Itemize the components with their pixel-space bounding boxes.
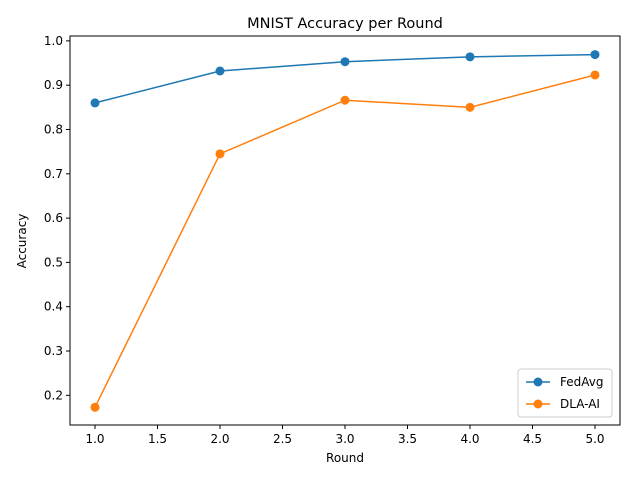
x-tick-label: 1.0 xyxy=(85,432,104,446)
legend-marker-dla-ai xyxy=(533,399,543,409)
y-tick-label: 0.7 xyxy=(44,167,63,181)
y-tick-label: 0.4 xyxy=(44,300,63,314)
legend-marker-fedavg xyxy=(533,377,543,387)
y-tick-label: 0.8 xyxy=(44,122,63,136)
data-point-dla-ai xyxy=(340,95,350,105)
y-tick-label: 0.3 xyxy=(44,344,63,358)
data-point-dla-ai xyxy=(590,70,600,80)
x-tick-label: 4.0 xyxy=(460,432,479,446)
legend: FedAvg DLA-AI xyxy=(517,368,613,418)
x-tick-label: 5.0 xyxy=(585,432,604,446)
y-tick-label: 1.0 xyxy=(44,34,63,48)
chart-title: MNIST Accuracy per Round xyxy=(247,16,443,32)
data-point-fedavg xyxy=(90,98,100,108)
x-axis-label: Round xyxy=(326,451,364,465)
legend-label-fedavg: FedAvg xyxy=(560,375,603,389)
x-tick-label: 3.0 xyxy=(335,432,354,446)
x-tick-label: 2.0 xyxy=(210,432,229,446)
y-tick-label: 0.2 xyxy=(44,388,63,402)
x-tick-label: 3.5 xyxy=(398,432,417,446)
y-tick-label: 0.6 xyxy=(44,211,63,225)
x-tick-label: 4.5 xyxy=(523,432,542,446)
plot-area: 1.0 1.5 2.0 2.5 3.0 3.5 4.0 4.5 5.0 0.2 0.3 0.4 0.5 0… xyxy=(44,34,621,446)
data-point-fedavg xyxy=(340,57,350,67)
y-axis-label: Accuracy xyxy=(15,214,29,269)
y-tick-label: 0.9 xyxy=(44,78,63,92)
data-point-dla-ai xyxy=(215,149,225,159)
data-point-fedavg xyxy=(465,52,475,62)
data-point-fedavg xyxy=(215,66,225,76)
data-point-dla-ai xyxy=(90,402,100,412)
data-point-dla-ai xyxy=(465,102,475,112)
y-tick-label: 0.5 xyxy=(44,255,63,269)
x-tick-label: 1.5 xyxy=(148,432,167,446)
legend-label-dla-ai: DLA-AI xyxy=(560,397,600,411)
x-tick-label: 2.5 xyxy=(273,432,292,446)
data-point-fedavg xyxy=(590,50,600,60)
